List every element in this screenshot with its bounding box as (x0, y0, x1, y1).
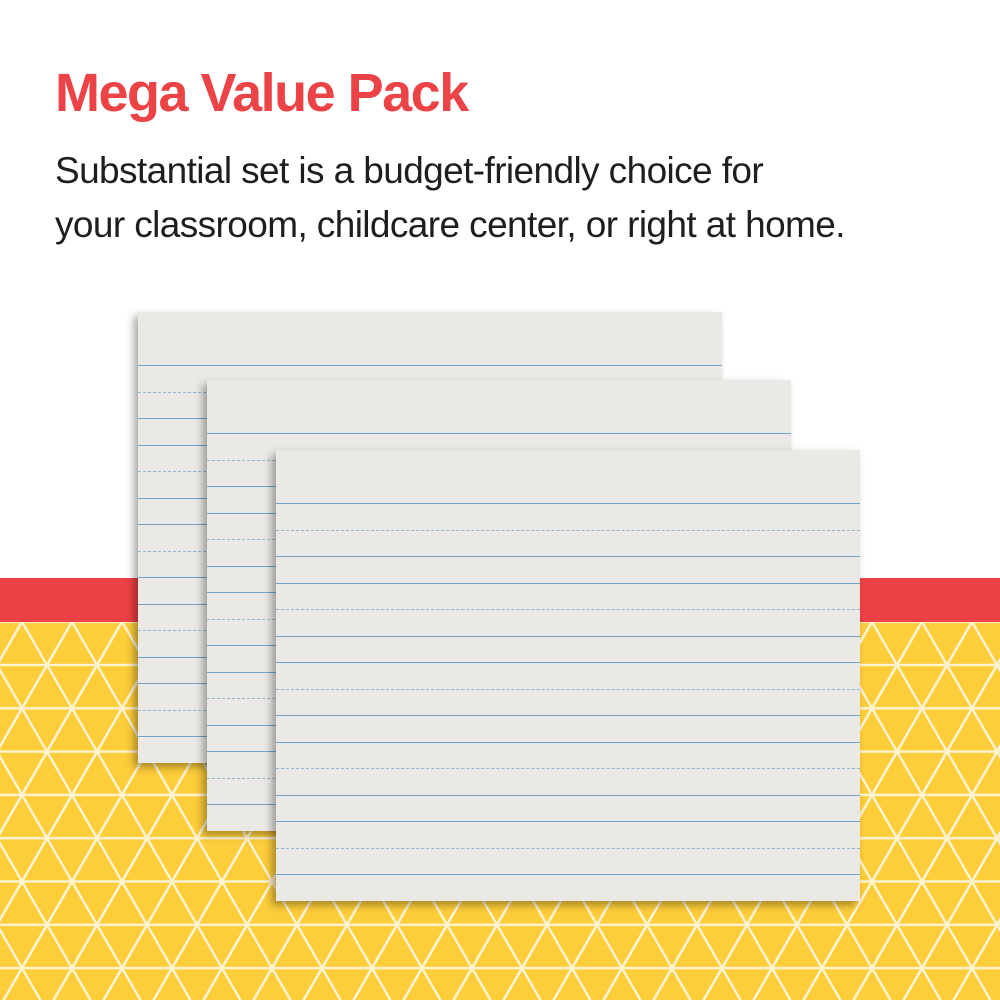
dashed-midline (276, 529, 860, 531)
solid-ruled-line (276, 794, 860, 796)
solid-ruled-line (276, 874, 860, 875)
dashed-midline (276, 688, 860, 690)
description: Substantial set is a budget-friendly cho… (55, 144, 995, 252)
solid-ruled-line (276, 662, 860, 663)
dashed-midline (276, 847, 860, 849)
solid-ruled-line (276, 741, 860, 743)
solid-ruled-line (276, 503, 860, 504)
solid-ruled-line (276, 821, 860, 822)
headline: Mega Value Pack (55, 63, 469, 123)
solid-ruled-line (276, 635, 860, 637)
description-line-2: your classroom, childcare center, or rig… (55, 204, 846, 245)
dashed-midline (276, 609, 860, 610)
solid-ruled-line (276, 582, 860, 584)
solid-ruled-line (276, 556, 860, 557)
dashed-midline (276, 768, 860, 769)
solid-ruled-line (276, 715, 860, 716)
solid-ruled-line (207, 433, 791, 434)
solid-ruled-line (138, 365, 722, 366)
description-line-1: Substantial set is a budget-friendly cho… (55, 150, 764, 191)
paper-sheet-front (276, 450, 860, 901)
